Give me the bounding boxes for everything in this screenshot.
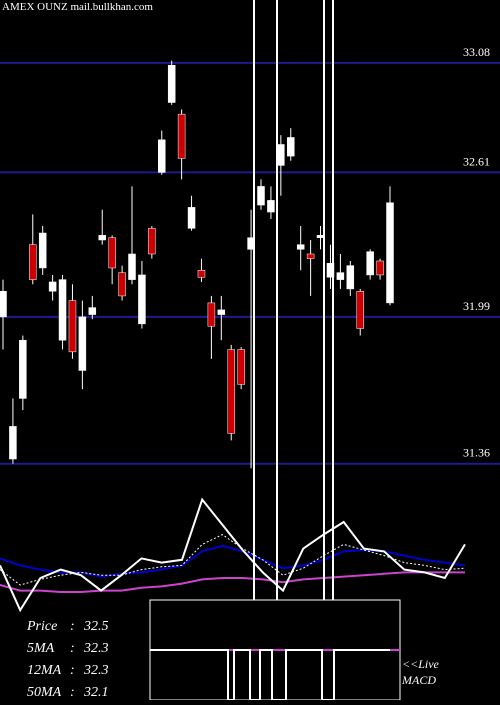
candle-body	[38, 232, 47, 269]
artifact-lines	[253, 0, 334, 700]
candle-body	[58, 279, 67, 341]
macd-box	[149, 599, 401, 701]
indicator-line	[0, 497, 466, 613]
legend-value: 32.5	[83, 619, 109, 634]
candle-body	[197, 270, 206, 278]
candle-body	[0, 291, 7, 318]
candle-body	[296, 244, 305, 250]
candles	[0, 60, 394, 469]
candle-body	[19, 339, 27, 399]
candle-body	[267, 200, 275, 213]
y-tick-label: 32.61	[463, 154, 490, 168]
legend-separator: :	[70, 663, 75, 678]
candle-body	[48, 281, 57, 292]
live-label: <<Live	[402, 657, 440, 671]
candle-body	[138, 274, 146, 325]
candle-body	[336, 272, 345, 280]
indicator	[0, 497, 466, 613]
y-tick-label: 31.99	[463, 299, 490, 313]
candle-body	[306, 253, 315, 259]
legend-separator: :	[70, 641, 75, 656]
legend-label: 50MA	[27, 685, 62, 700]
y-tick-label: 33.08	[463, 45, 490, 59]
indicator-line	[0, 534, 466, 586]
candle-body	[287, 137, 295, 157]
candle-body	[148, 228, 156, 255]
candle-body	[187, 207, 196, 229]
macd-label: MACD	[401, 673, 436, 687]
candle-body	[366, 251, 374, 276]
legend-separator: :	[70, 685, 75, 700]
candle-body	[207, 302, 216, 327]
candle-body	[88, 307, 97, 315]
indicator-line	[0, 571, 465, 593]
chart-title: AMEX OUNZ mail.bullkhan.com	[2, 1, 153, 13]
legend-value: 32.1	[83, 685, 109, 700]
candle-body	[98, 235, 106, 241]
candle-body	[257, 186, 265, 206]
candle-body	[237, 349, 245, 385]
candle-body	[158, 139, 166, 173]
legend-label: 5MA	[27, 641, 55, 656]
candle-body	[316, 235, 325, 238]
candle-body	[217, 309, 226, 315]
legend-separator: :	[70, 619, 75, 634]
legend-label: 12MA	[27, 663, 62, 678]
candle-body	[128, 253, 136, 280]
candle-body	[356, 291, 364, 329]
candle-body	[177, 113, 186, 159]
candle-body	[386, 202, 394, 304]
candle-body	[118, 272, 126, 297]
candle-body	[78, 316, 87, 371]
legend-value: 32.3	[83, 663, 109, 678]
candle-body	[346, 265, 355, 290]
candle-body	[376, 260, 384, 276]
candle-body	[227, 349, 235, 434]
candle-body	[277, 144, 285, 166]
legend-label: Price	[26, 619, 57, 634]
candle-body	[29, 244, 37, 280]
candle-body	[108, 237, 116, 269]
candle-body	[68, 300, 77, 353]
y-tick-label: 31.36	[463, 446, 490, 460]
candle-body	[9, 426, 17, 460]
candle-body	[167, 64, 176, 103]
legend-value: 32.3	[83, 641, 109, 656]
